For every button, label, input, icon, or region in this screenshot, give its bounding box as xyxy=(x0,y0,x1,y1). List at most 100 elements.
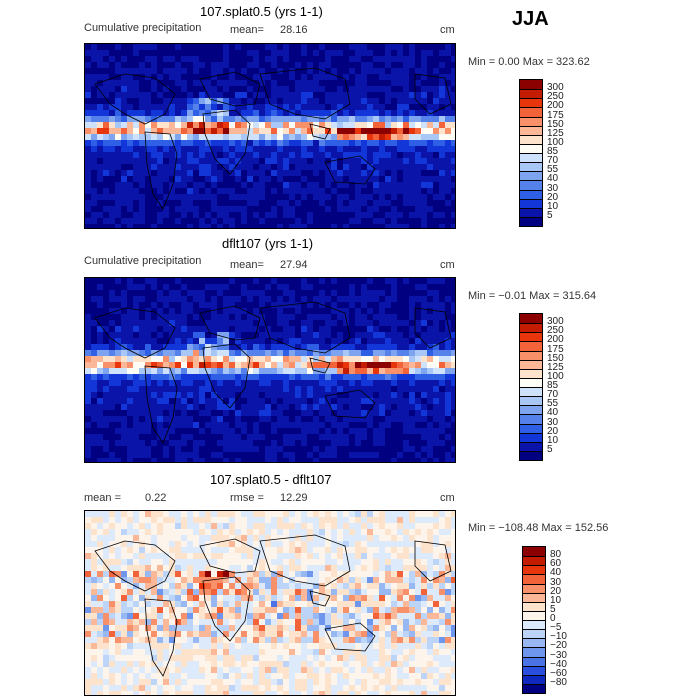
panel1-field-label: Cumulative precipitation xyxy=(84,22,202,34)
colorbar-tick-label: −40 xyxy=(550,658,567,670)
colorbar-tick-label: 85 xyxy=(547,380,559,391)
coastline xyxy=(94,307,176,359)
colorbar-tick-label: 80 xyxy=(550,549,562,561)
coastline xyxy=(324,155,376,185)
panel1-mean-value: 28.16 xyxy=(280,24,308,36)
colorbar-swatch xyxy=(523,665,545,675)
coastline xyxy=(202,343,251,409)
colorbar-tick-label: 125 xyxy=(547,361,564,373)
colorbar-tick-label: 200 xyxy=(547,100,564,112)
colorbar-swatch xyxy=(523,674,545,684)
coastline xyxy=(94,73,176,125)
colorbar-tick-label: 5 xyxy=(547,209,553,221)
colorbar-tick-label: 30 xyxy=(547,182,559,194)
colorbar-swatch xyxy=(523,547,545,557)
colorbar-swatch xyxy=(523,638,545,648)
colorbar-swatch xyxy=(520,198,542,208)
colorbar-swatch xyxy=(520,450,542,460)
colorbar-swatch xyxy=(520,414,542,424)
coastline xyxy=(309,123,331,140)
colorbar-swatch xyxy=(520,323,542,333)
coastline xyxy=(144,131,178,210)
coastline xyxy=(202,109,251,175)
colorbar-swatch xyxy=(520,314,542,324)
colorbar-swatch xyxy=(523,620,545,630)
colorbar-swatch xyxy=(520,423,542,433)
colorbar-tick-label: 250 xyxy=(547,325,564,337)
panel1-minmax: Min = 0.00 Max = 323.62 xyxy=(468,56,590,68)
colorbar-swatch xyxy=(520,387,542,397)
colorbar-swatch xyxy=(523,601,545,611)
colorbar-swatch xyxy=(520,441,542,451)
panel3-colorbar xyxy=(522,546,546,694)
colorbar-tick-label: 250 xyxy=(547,91,564,103)
panel3-rmse-value: 12.29 xyxy=(280,492,308,504)
colorbar-swatch xyxy=(523,629,545,639)
colorbar-swatch xyxy=(520,396,542,406)
colorbar-swatch xyxy=(520,207,542,217)
colorbar-swatch xyxy=(520,180,542,190)
colorbar-swatch xyxy=(520,359,542,369)
colorbar-swatch xyxy=(520,189,542,199)
colorbar-swatch xyxy=(520,350,542,360)
panel3-rmse-label: rmse = xyxy=(230,492,264,504)
colorbar-swatch xyxy=(520,332,542,342)
colorbar-tick-label: 100 xyxy=(547,136,564,148)
panel2-minmax: Min = −0.01 Max = 315.64 xyxy=(468,290,597,302)
colorbar-tick-label: 175 xyxy=(547,109,564,121)
panel3-minmax: Min = −108.48 Max = 152.56 xyxy=(468,522,609,534)
colorbar-swatch xyxy=(520,171,542,181)
coastline xyxy=(199,305,261,341)
coastline xyxy=(324,389,376,419)
panel1-mean-label: mean= xyxy=(230,24,264,36)
coastline xyxy=(94,540,176,592)
coastline xyxy=(414,73,452,115)
colorbar-tick-label: 20 xyxy=(547,425,559,437)
colorbar-swatch xyxy=(523,656,545,666)
panel1-colorbar xyxy=(519,79,543,227)
panel2-title: dflt107 (yrs 1-1) xyxy=(222,236,314,251)
panel1-units: cm xyxy=(440,24,455,36)
coastline xyxy=(202,576,251,642)
colorbar-tick-label: 60 xyxy=(550,558,562,570)
colorbar-tick-label: −60 xyxy=(550,667,567,679)
colorbar-swatch xyxy=(520,80,542,90)
season-label: JJA xyxy=(512,8,549,30)
coastline xyxy=(414,307,452,349)
colorbar-swatch xyxy=(523,574,545,584)
colorbar-tick-label: 30 xyxy=(547,416,559,428)
colorbar-swatch xyxy=(520,116,542,126)
colorbar-tick-label: 55 xyxy=(547,398,559,410)
panel2-field-label: Cumulative precipitation xyxy=(84,255,202,267)
panel2-mean-value: 27.94 xyxy=(280,259,308,271)
colorbar-tick-label: 300 xyxy=(547,82,564,94)
colorbar-swatch xyxy=(523,583,545,593)
panel2-colorbar xyxy=(519,313,543,461)
coastline xyxy=(309,590,331,607)
colorbar-swatch xyxy=(520,432,542,442)
colorbar-tick-label: 150 xyxy=(547,118,564,130)
colorbar-swatch xyxy=(520,143,542,153)
colorbar-swatch xyxy=(520,125,542,135)
coastline xyxy=(144,365,178,444)
colorbar-tick-label: 0 xyxy=(550,613,556,624)
coastline xyxy=(414,540,452,582)
coastline xyxy=(259,301,351,354)
coastline xyxy=(309,357,331,374)
colorbar-tick-label: 5 xyxy=(550,603,556,615)
panel2-map xyxy=(84,277,456,463)
coastline xyxy=(259,534,351,587)
colorbar-tick-label: −80 xyxy=(550,676,567,688)
colorbar-swatch xyxy=(520,162,542,172)
colorbar-swatch xyxy=(520,368,542,378)
panel2-mean-label: mean= xyxy=(230,259,264,271)
colorbar-tick-label: 100 xyxy=(547,370,564,382)
panel3-mean-label: mean = xyxy=(84,492,121,504)
coastline xyxy=(199,71,261,107)
colorbar-tick-label: 200 xyxy=(547,334,564,346)
colorbar-tick-label: 40 xyxy=(547,173,559,185)
colorbar-tick-label: 175 xyxy=(547,343,564,355)
panel3-mean-value: 0.22 xyxy=(145,492,167,504)
colorbar-tick-label: 20 xyxy=(547,191,559,203)
coastline xyxy=(144,598,178,677)
